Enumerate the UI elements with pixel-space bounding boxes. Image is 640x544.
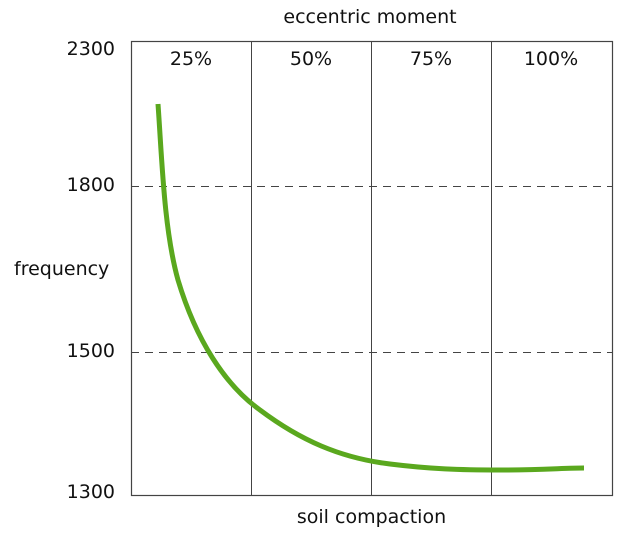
y-axis-label: frequency (14, 258, 110, 280)
frequency-curve (155, 103, 585, 473)
x-axis-label: soil compaction (296, 506, 447, 528)
segment-label-25: 25% (169, 48, 213, 70)
chart-title: eccentric moment (283, 6, 457, 28)
y-tick-1500: 1500 (66, 340, 115, 362)
segment-label-100: 100% (523, 48, 579, 70)
y-tick-2300: 2300 (66, 38, 115, 60)
y-tick-1300: 1300 (66, 481, 115, 503)
y-tick-1800: 1800 (66, 174, 115, 196)
segment-label-75: 75% (409, 48, 453, 70)
segment-label-50: 50% (289, 48, 333, 70)
